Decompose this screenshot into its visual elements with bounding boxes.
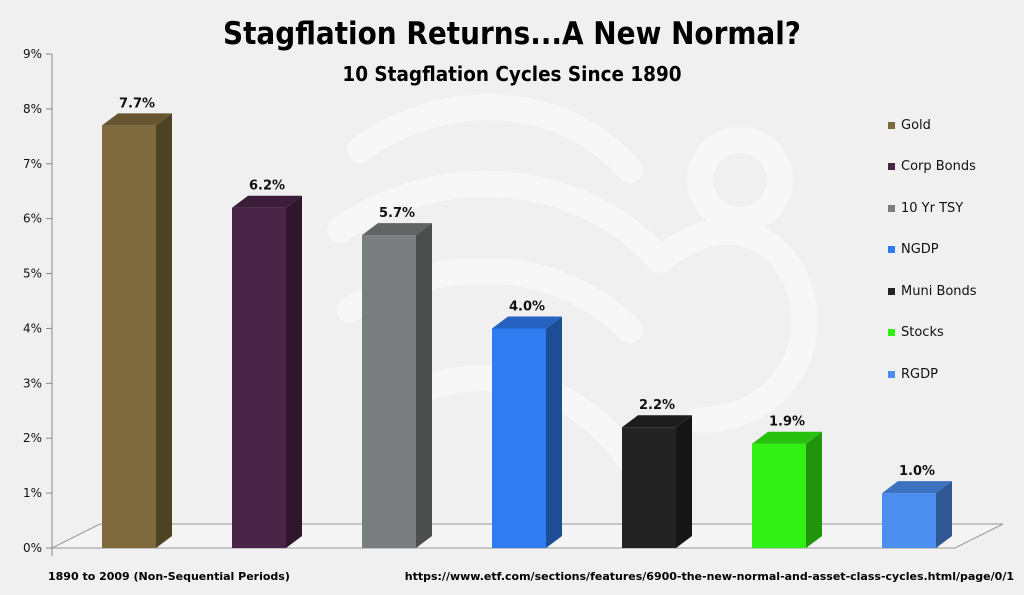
data-label: 2.2% xyxy=(639,398,675,413)
data-label: 1.9% xyxy=(769,415,805,430)
legend-item: Muni Bonds xyxy=(888,283,977,299)
data-labels: 7.7% 6.2% 5.7% 4.0% 2.2% 1.9% 1.0% xyxy=(119,96,935,479)
legend-item: Corp Bonds xyxy=(888,159,976,175)
bar-front xyxy=(232,207,286,548)
bar-top xyxy=(102,113,172,126)
legend-swatch xyxy=(888,329,895,336)
bar-corp-bonds xyxy=(232,195,302,548)
bar-top xyxy=(752,431,822,444)
bar-front xyxy=(622,427,676,548)
legend-label: Gold xyxy=(901,117,931,133)
legend-item: Gold xyxy=(888,117,931,133)
bar-top xyxy=(232,195,302,208)
legend-item: Stocks xyxy=(888,325,944,341)
bar-side xyxy=(676,415,692,548)
legend-label: NGDP xyxy=(901,242,939,257)
y-tick-label: 4% xyxy=(23,321,42,335)
bar-10-yr-tsy xyxy=(362,223,432,548)
y-tick-label: 0% xyxy=(23,541,42,555)
legend-label: Corp Bonds xyxy=(901,159,976,174)
bar-front xyxy=(752,443,806,548)
bar-top xyxy=(492,316,562,329)
y-tick-label: 9% xyxy=(23,47,42,61)
bar-stocks xyxy=(752,431,822,548)
bar-series xyxy=(102,113,952,548)
y-axis: 0% 1% 2% 3% 4% 5% 6% 7% 8% 9% xyxy=(23,47,53,556)
legend-label: Muni Bonds xyxy=(901,283,977,299)
bar-top xyxy=(882,481,952,494)
legend-swatch xyxy=(888,121,895,129)
legend-label: RGDP xyxy=(901,366,938,382)
bar-front xyxy=(492,328,546,548)
y-tick-label: 8% xyxy=(23,102,42,116)
y-tick-label: 5% xyxy=(23,267,42,281)
bar-gold xyxy=(102,113,172,548)
data-label: 5.7% xyxy=(379,206,415,221)
bar-side xyxy=(156,113,172,548)
data-label: 1.0% xyxy=(899,464,935,479)
bar-front xyxy=(362,235,416,548)
y-tick-label: 2% xyxy=(23,431,42,445)
legend-item: 10 Yr TSY xyxy=(888,200,963,216)
data-label: 6.2% xyxy=(249,179,285,194)
bar-top xyxy=(362,223,432,236)
legend-label: Stocks xyxy=(901,325,944,340)
bar-side xyxy=(806,431,822,548)
y-tick-label: 7% xyxy=(23,157,42,171)
data-label: 7.7% xyxy=(119,96,155,111)
bar-side xyxy=(546,316,562,548)
bar-front xyxy=(102,125,156,548)
chart-subtitle: 10 Stagflation Cycles Since 1890 xyxy=(342,62,682,86)
y-tick-label: 3% xyxy=(23,376,42,390)
footnote-period: 1890 to 2009 (Non-Sequential Periods) xyxy=(48,570,290,583)
legend-swatch xyxy=(888,163,895,170)
bar-front xyxy=(882,493,936,548)
legend-swatch xyxy=(888,287,895,295)
legend-item: NGDP xyxy=(888,242,939,258)
legend-swatch xyxy=(888,370,895,378)
y-tick-label: 6% xyxy=(23,212,42,226)
bar-top xyxy=(622,415,692,428)
legend-item: RGDP xyxy=(888,366,938,382)
bar-rgdp xyxy=(882,481,952,548)
bar-muni-bonds xyxy=(622,415,692,548)
footnote-source-url: https://www.etf.com/sections/features/69… xyxy=(404,570,1014,583)
bar-side xyxy=(286,195,302,548)
chart-title: Stagflation Returns...A New Normal? xyxy=(222,16,801,52)
data-label: 4.0% xyxy=(509,299,545,314)
bar-side xyxy=(416,223,432,548)
y-tick-label: 1% xyxy=(23,486,42,500)
legend-swatch xyxy=(888,204,895,212)
legend-label: 10 Yr TSY xyxy=(901,200,964,216)
bar-ngdp xyxy=(492,316,562,548)
legend-swatch xyxy=(888,246,895,253)
bar-side xyxy=(936,481,952,548)
